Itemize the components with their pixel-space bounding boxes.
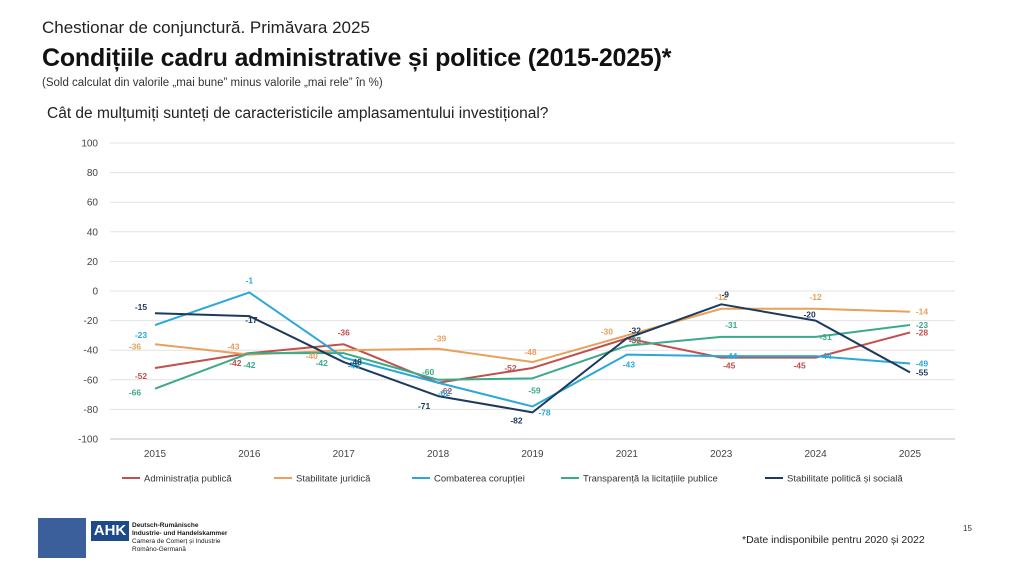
data-label: -42	[316, 358, 329, 368]
data-label: -48	[350, 357, 363, 367]
calculation-note: (Sold calculat din valorile „mai bune” m…	[42, 77, 383, 89]
data-label: -36	[338, 327, 351, 337]
data-label: -20	[803, 310, 816, 320]
data-label: -42	[243, 360, 256, 370]
org-line-3: Camera de Comerț și Industrie	[132, 538, 221, 545]
data-label: -48	[524, 347, 537, 357]
x-tick-label: 2017	[333, 449, 356, 460]
data-label: -71	[418, 401, 431, 411]
data-label: -42	[229, 358, 242, 368]
data-label: -9	[721, 289, 729, 299]
y-tick-label: -100	[78, 435, 98, 446]
data-label: -12	[809, 292, 822, 302]
x-tick-label: 2019	[521, 449, 544, 460]
legend-label: Transparență la licitațiile publice	[583, 474, 718, 485]
data-label: -31	[819, 332, 832, 342]
data-label: -66	[129, 388, 142, 398]
data-label: -40	[306, 351, 319, 361]
series-line-5	[154, 303, 911, 414]
data-label: -62	[438, 388, 451, 398]
data-label: -55	[916, 367, 929, 377]
y-tick-label: 20	[87, 257, 99, 268]
data-label: -60	[422, 367, 435, 377]
org-line-4: Româno-Germană	[132, 546, 186, 553]
data-label: -37	[629, 335, 642, 345]
data-label: -14	[916, 307, 929, 317]
chart-question: Cât de mulțumiți sunteți de caracteristi…	[47, 105, 549, 122]
y-tick-label: 0	[92, 287, 98, 298]
x-tick-label: 2018	[427, 449, 450, 460]
x-tick-label: 2024	[805, 449, 828, 460]
data-label: -78	[538, 407, 551, 417]
data-label: -45	[348, 361, 361, 371]
data-label: -31	[725, 320, 738, 330]
data-label: -52	[135, 371, 148, 381]
data-label: -43	[623, 360, 636, 370]
x-tick-label: 2015	[144, 449, 167, 460]
y-tick-label: -20	[84, 316, 99, 327]
legend-label: Combaterea corupției	[434, 474, 525, 485]
x-tick-label: 2016	[238, 449, 261, 460]
data-label: -45	[723, 361, 736, 371]
org-line-2: Industrie- und Handelskammer	[132, 530, 228, 537]
y-tick-label: 60	[87, 198, 99, 209]
data-label: -44	[725, 351, 738, 361]
data-label: -1	[246, 275, 254, 285]
data-label: -59	[528, 385, 541, 395]
ahk-logo: AHK	[91, 521, 129, 541]
y-tick-label: 80	[87, 168, 99, 179]
data-label: -49	[916, 359, 929, 369]
data-label: -28	[916, 327, 929, 337]
data-label: -30	[601, 326, 614, 336]
x-tick-label: 2021	[616, 449, 639, 460]
page-number: 15	[963, 524, 972, 533]
data-label: -23	[135, 330, 148, 340]
data-label: -32	[629, 335, 642, 345]
series-line-4	[154, 324, 911, 390]
data-label: -43	[227, 342, 240, 352]
chamber-building-icon	[38, 518, 86, 558]
footnote: *Date indisponibile pentru 2020 și 2022	[742, 534, 925, 546]
series-line-1	[154, 331, 911, 384]
data-label: -17	[245, 315, 258, 325]
organization-name: Deutsch-Rumänische Industrie- und Handel…	[132, 522, 227, 554]
data-label: -39	[434, 334, 447, 344]
org-line-1: Deutsch-Rumänische	[132, 522, 199, 529]
legend-label: Administrația publică	[144, 474, 232, 485]
data-label: -62	[440, 386, 453, 396]
series-line-3	[154, 291, 911, 408]
y-tick-label: -60	[84, 375, 99, 386]
data-label: -82	[510, 415, 523, 425]
data-label: -12	[715, 292, 728, 302]
data-label: -15	[135, 302, 148, 312]
data-label: -32	[629, 325, 642, 335]
data-label: -23	[916, 320, 929, 330]
legend-label: Stabilitate politică și socială	[787, 474, 903, 485]
data-label: -45	[793, 361, 806, 371]
x-tick-label: 2023	[710, 449, 733, 460]
legend-label: Stabilitate juridică	[296, 474, 371, 485]
data-label: -52	[504, 363, 517, 373]
data-label: -44	[819, 351, 832, 361]
y-tick-label: 100	[81, 139, 98, 150]
y-tick-label: -40	[84, 346, 99, 357]
data-label: -36	[129, 341, 142, 351]
page-title: Condițiile cadru administrative și polit…	[42, 44, 672, 72]
x-tick-label: 2025	[899, 449, 922, 460]
y-tick-label: -80	[84, 405, 99, 416]
report-subtitle: Chestionar de conjunctură. Primăvara 202…	[42, 18, 370, 37]
y-tick-label: 40	[87, 227, 99, 238]
